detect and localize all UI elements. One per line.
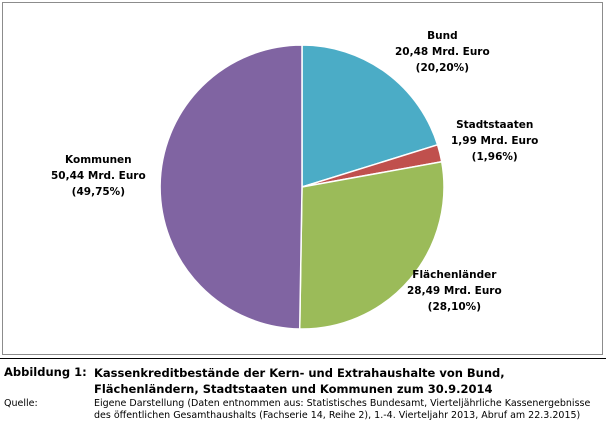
pie-slice-kommunen bbox=[159, 44, 303, 330]
pie-slice-bund bbox=[301, 44, 439, 189]
label-bund-name: Bund bbox=[427, 30, 458, 42]
figure-title: Kassenkreditbestände der Kern- und Extra… bbox=[94, 366, 505, 396]
label-stadtstaaten: Stadtstaaten 1,99 Mrd. Euro (1,96%) bbox=[451, 117, 538, 165]
source-text: Eigene Darstellung (Daten entnommen aus:… bbox=[94, 398, 591, 421]
label-bund-value: 20,48 Mrd. Euro bbox=[395, 46, 490, 58]
label-flaechenlaender-name: Flächenländer bbox=[412, 269, 497, 281]
label-flaechenlaender-percent: (28,10%) bbox=[427, 301, 482, 313]
label-stadtstaaten-percent: (1,96%) bbox=[471, 151, 518, 163]
label-flaechenlaender: Flächenländer 28,49 Mrd. Euro (28,10%) bbox=[407, 267, 502, 315]
label-bund: Bund 20,48 Mrd. Euro (20,20%) bbox=[395, 28, 490, 76]
label-stadtstaaten-name: Stadtstaaten bbox=[456, 119, 534, 131]
label-bund-percent: (20,20%) bbox=[415, 62, 470, 74]
caption-divider bbox=[0, 358, 606, 359]
label-stadtstaaten-value: 1,99 Mrd. Euro bbox=[451, 135, 539, 147]
figure-label: Abbildung 1: bbox=[4, 365, 87, 379]
label-flaechenlaender-value: 28,49 Mrd. Euro bbox=[407, 285, 502, 297]
label-kommunen: Kommunen 50,44 Mrd. Euro (49,75%) bbox=[51, 152, 146, 200]
label-kommunen-name: Kommunen bbox=[65, 154, 132, 166]
source-label: Quelle: bbox=[4, 398, 38, 409]
chart-frame: Bund 20,48 Mrd. Euro (20,20%) Stadtstaat… bbox=[2, 2, 603, 355]
pie-chart bbox=[159, 44, 445, 330]
label-kommunen-percent: (49,75%) bbox=[71, 186, 126, 198]
label-kommunen-value: 50,44 Mrd. Euro bbox=[51, 170, 146, 182]
pie-slice-flaechenlaender bbox=[298, 160, 445, 330]
